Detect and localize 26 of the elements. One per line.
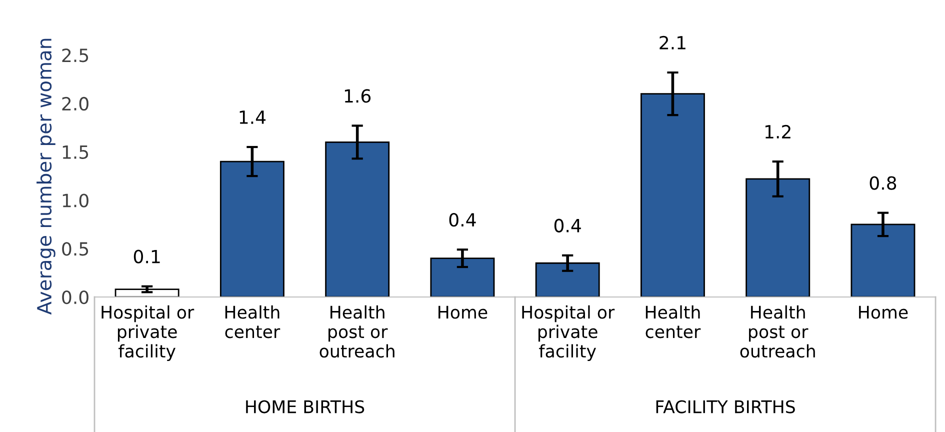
x-tick-label: Health post or outreach [320, 305, 394, 358]
data-label: 1.4 [240, 110, 266, 124]
data-label: 0.8 [870, 176, 896, 190]
x-tick-label: Health post or outreach [740, 305, 815, 358]
y-tick-label: 0.5 [62, 242, 88, 256]
data-label: 1.2 [765, 124, 790, 138]
y-tick-label: 0.0 [62, 290, 88, 304]
bar [114, 288, 180, 297]
y-tick-label: 1.0 [62, 194, 88, 208]
data-label: 2.1 [660, 36, 686, 50]
data-label: 0.4 [449, 212, 476, 227]
x-tick-label: Home [859, 306, 908, 319]
x-tick-label: Hospital or private facility [102, 305, 194, 362]
data-label: 0.1 [134, 250, 160, 264]
y-tick-label: 2.0 [62, 96, 88, 111]
data-label: 1.6 [344, 89, 371, 103]
x-tick-label: Health center [225, 305, 280, 338]
data-label: 0.4 [554, 218, 581, 232]
x-tick-label: Hospital or private facility [522, 305, 615, 362]
y-tick-label: 2.5 [62, 48, 88, 62]
text: HOME BIRTHS [246, 400, 364, 414]
y-axis-title: Average number per woman [36, 38, 56, 315]
x-tick-label: Home [438, 306, 488, 319]
x-tick-label: Health center [646, 305, 701, 338]
y-tick-label: 1.5 [62, 146, 88, 159]
text: FACILITY BIRTHS [656, 400, 795, 414]
